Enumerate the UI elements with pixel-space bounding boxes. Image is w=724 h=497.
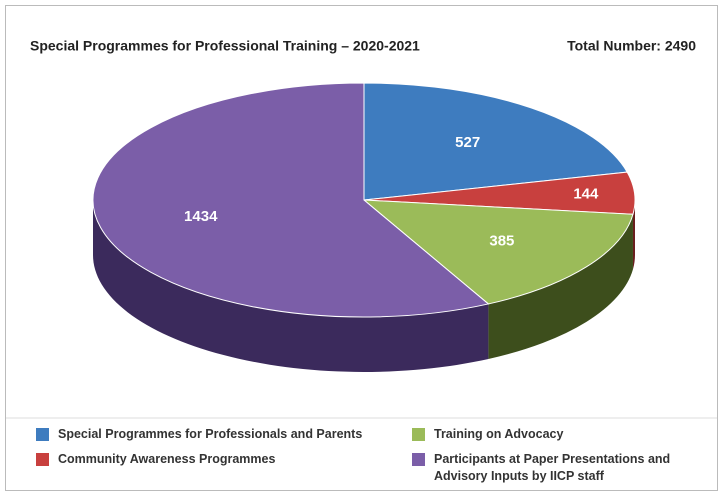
legend-item: Special Programmes for Professionals and…: [36, 426, 406, 443]
legend-label: Special Programmes for Professionals and…: [58, 427, 363, 441]
chart-subtitle: Total Number: 2490: [567, 38, 696, 54]
slice-label: 1434: [184, 208, 218, 225]
slice-side: [488, 214, 633, 359]
legend-label: Training on Advocacy: [434, 427, 564, 441]
legend-swatch: [36, 453, 49, 466]
legend-label: Community Awareness Programmes: [58, 452, 276, 466]
chart-title: Special Programmes for Professional Trai…: [30, 38, 420, 54]
legend-label: Participants at Paper Presentations and …: [434, 452, 671, 483]
slice: [362, 199, 634, 305]
slice-label: 527: [455, 134, 480, 151]
slice-label: 144: [573, 185, 599, 202]
legend-item: Participants at Paper Presentations and …: [412, 451, 702, 485]
slice-side: [93, 200, 489, 372]
slice: [92, 82, 490, 318]
slice-side: [632, 200, 635, 270]
legend-item: Training on Advocacy: [412, 426, 702, 443]
slice-label: 385: [489, 232, 514, 249]
legend-swatch: [36, 428, 49, 441]
legend-item: Community Awareness Programmes: [36, 451, 406, 468]
legend-swatch: [412, 428, 425, 441]
legend-swatch: [412, 453, 425, 466]
slice: [363, 82, 628, 201]
